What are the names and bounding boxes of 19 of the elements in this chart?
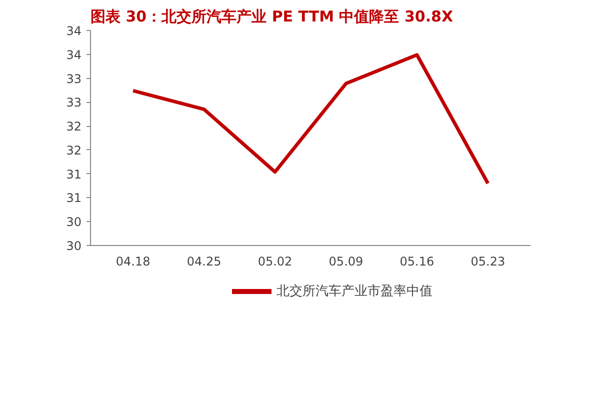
legend-label: 北交所汽车产业市盈率中值	[276, 282, 432, 300]
x-tick-label: 04.18	[116, 254, 150, 268]
y-tick-label: 32	[66, 143, 82, 158]
x-tick-label: 05.23	[470, 254, 506, 268]
y-tick-label: 31	[66, 191, 82, 206]
line-series	[131, 53, 490, 186]
y-tick-label: 32	[66, 120, 82, 134]
y-tick-label: 33	[66, 96, 82, 110]
y-tick-label: 34	[66, 48, 82, 62]
x-tick-label: 04.25	[186, 254, 222, 268]
y-tick-label: 33	[66, 72, 82, 86]
chart-title: 图表 30：北交所汽车产业 PE TTM 中值降至 30.8X	[90, 8, 454, 26]
x-tick-label: 05.09	[328, 254, 364, 268]
x-tick-label: 05.16	[400, 254, 434, 268]
y-tick-label: 30	[66, 215, 82, 230]
y-tick-label: 31	[66, 167, 82, 182]
x-tick-label: 05.02	[258, 254, 292, 268]
y-tick-label: 34	[66, 24, 82, 38]
y-tick-label: 30	[66, 239, 82, 253]
